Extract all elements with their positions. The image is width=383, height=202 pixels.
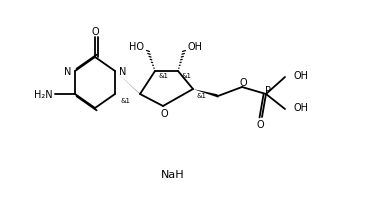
Text: N: N bbox=[64, 67, 71, 77]
Text: &1: &1 bbox=[120, 98, 130, 103]
Text: N: N bbox=[119, 67, 126, 77]
Text: &1: &1 bbox=[158, 73, 168, 79]
Text: OH: OH bbox=[187, 42, 202, 52]
Text: H₂N: H₂N bbox=[34, 89, 53, 100]
Text: O: O bbox=[256, 119, 264, 129]
Text: &1: &1 bbox=[196, 93, 206, 99]
Polygon shape bbox=[115, 72, 141, 96]
Text: HO: HO bbox=[129, 42, 144, 52]
Text: P: P bbox=[265, 86, 271, 96]
Text: O: O bbox=[239, 78, 247, 87]
Text: OH: OH bbox=[294, 71, 309, 81]
Text: NaH: NaH bbox=[161, 169, 185, 179]
Text: O: O bbox=[91, 27, 99, 37]
Text: &1: &1 bbox=[181, 73, 191, 79]
Text: OH: OH bbox=[294, 102, 309, 113]
Polygon shape bbox=[193, 89, 218, 98]
Text: O: O bbox=[160, 108, 168, 118]
